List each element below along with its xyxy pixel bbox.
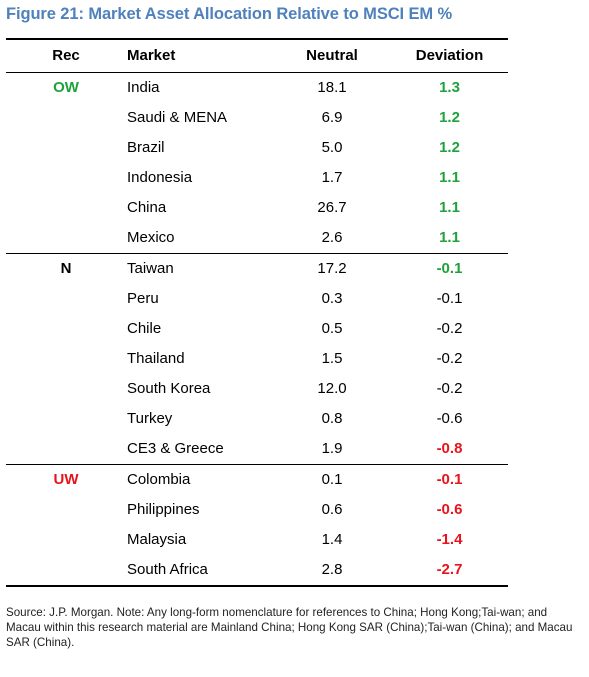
table-row: Mexico 2.6 1.1 [6, 223, 508, 253]
neutral-cell: 1.5 [321, 350, 343, 367]
figure-title: Figure 21: Market Asset Allocation Relat… [6, 5, 453, 23]
market-cell: CE3 & Greece [127, 440, 224, 457]
deviation-cell: -0.2 [436, 350, 463, 367]
market-cell: South Korea [127, 380, 211, 397]
neutral-cell: 1.7 [321, 169, 343, 186]
rec-cell: OW [53, 79, 79, 96]
deviation-cell: -0.1 [436, 290, 463, 307]
market-cell: Taiwan [127, 260, 174, 277]
table-row: South Korea 12.0 -0.2 [6, 374, 508, 404]
neutral-cell: 18.1 [317, 79, 347, 96]
table-row: Brazil 5.0 1.2 [6, 133, 508, 163]
deviation-cell: -2.7 [436, 561, 463, 578]
market-cell: Brazil [127, 139, 165, 156]
table-row: Indonesia 1.7 1.1 [6, 163, 508, 193]
header-market: Market [127, 47, 176, 64]
deviation-cell: 1.2 [439, 139, 460, 156]
header-rec: Rec [52, 47, 80, 64]
market-cell: Mexico [127, 229, 175, 246]
market-cell: Saudi & MENA [127, 109, 228, 126]
market-cell: Thailand [127, 350, 185, 367]
neutral-cell: 0.8 [321, 410, 343, 427]
neutral-cell: 0.3 [321, 290, 343, 307]
header-neutral: Neutral [306, 47, 358, 64]
table-row: CE3 & Greece 1.9 -0.8 [6, 434, 508, 464]
market-cell: India [127, 79, 160, 96]
table-row: UW Colombia 0.1 -0.1 [6, 464, 508, 495]
table-row: Peru 0.3 -0.1 [6, 284, 508, 314]
deviation-cell: 1.3 [439, 79, 460, 96]
deviation-cell: -0.2 [436, 320, 463, 337]
table-row: Saudi & MENA 6.9 1.2 [6, 103, 508, 133]
neutral-cell: 26.7 [317, 199, 347, 216]
header-deviation: Deviation [415, 47, 484, 64]
allocation-table: Rec Market Neutral Deviation OW India 18.1… [6, 38, 508, 587]
table-row: OW India 18.1 1.3 [6, 73, 508, 103]
rec-cell: N [60, 260, 72, 277]
market-cell: South Africa [127, 561, 208, 578]
neutral-cell: 12.0 [317, 380, 347, 397]
neutral-cell: 5.0 [321, 139, 343, 156]
deviation-cell: 1.1 [439, 169, 460, 186]
table-row: N Taiwan 17.2 -0.1 [6, 253, 508, 284]
neutral-cell: 17.2 [317, 260, 347, 277]
deviation-cell: 1.1 [439, 229, 460, 246]
deviation-cell: 1.1 [439, 199, 460, 216]
market-cell: Philippines [127, 501, 200, 518]
market-cell: Colombia [127, 471, 191, 488]
table-row: Malaysia 1.4 -1.4 [6, 525, 508, 555]
neutral-cell: 6.9 [321, 109, 343, 126]
market-cell: Peru [127, 290, 159, 307]
table-row: Thailand 1.5 -0.2 [6, 344, 508, 374]
neutral-cell: 1.9 [321, 440, 343, 457]
neutral-cell: 2.8 [321, 561, 343, 578]
market-cell: Indonesia [127, 169, 193, 186]
neutral-cell: 2.6 [321, 229, 343, 246]
table-row: Philippines 0.6 -0.6 [6, 495, 508, 525]
deviation-cell: -0.6 [436, 410, 463, 427]
neutral-cell: 1.4 [321, 531, 343, 548]
table-row: Chile 0.5 -0.2 [6, 314, 508, 344]
deviation-cell: -0.2 [436, 380, 463, 397]
source-note: Source: J.P. Morgan. Note: Any long-form… [6, 606, 573, 649]
market-cell: Malaysia [127, 531, 187, 548]
market-cell: China [127, 199, 167, 216]
deviation-cell: -0.1 [436, 471, 463, 488]
table-header-row: Rec Market Neutral Deviation [6, 40, 508, 73]
market-cell: Turkey [127, 410, 173, 427]
table-row: South Africa 2.8 -2.7 [6, 555, 508, 585]
deviation-cell: -0.8 [436, 440, 463, 457]
deviation-cell: 1.2 [439, 109, 460, 126]
neutral-cell: 0.5 [321, 320, 343, 337]
deviation-cell: -0.1 [436, 260, 463, 277]
deviation-cell: -1.4 [436, 531, 463, 548]
neutral-cell: 0.6 [321, 501, 343, 518]
rec-cell: UW [53, 471, 79, 488]
deviation-cell: -0.6 [436, 501, 463, 518]
table-row: Turkey 0.8 -0.6 [6, 404, 508, 434]
market-cell: Chile [127, 320, 162, 337]
neutral-cell: 0.1 [321, 471, 343, 488]
table-row: China 26.7 1.1 [6, 193, 508, 223]
